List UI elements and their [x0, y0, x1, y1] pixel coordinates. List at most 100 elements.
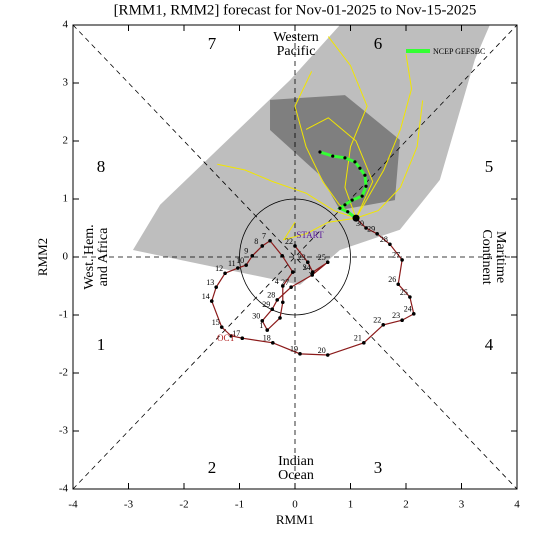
day-label: 23 [298, 253, 306, 262]
day-label: 4 [275, 277, 279, 286]
mean-point [318, 150, 322, 154]
observed-point [310, 270, 315, 274]
day-label: 30 [356, 219, 364, 228]
phase-label: 6 [374, 34, 383, 53]
day-label: 27 [392, 251, 400, 260]
x-tick-label: -4 [68, 499, 78, 511]
day-label: 27 [281, 278, 289, 287]
start-dot [352, 214, 360, 222]
x-tick-label: -1 [235, 499, 244, 511]
observed-line [211, 217, 415, 356]
observed-point [362, 341, 366, 345]
ensemble-member [217, 163, 357, 219]
observed-point [240, 336, 245, 341]
day-label: 19 [290, 345, 298, 354]
observed-point [293, 244, 297, 248]
observed-point [298, 352, 302, 356]
phase-label: 2 [208, 458, 217, 477]
x-tick-label: 1 [348, 499, 354, 511]
phase-label: 3 [374, 458, 383, 477]
day-label: 7 [262, 232, 266, 241]
ensemble-member [282, 217, 357, 241]
day-label: 29 [367, 225, 375, 234]
region-label: West. Hem. [82, 224, 97, 289]
observed-point [229, 334, 233, 338]
day-label: 22 [285, 237, 293, 246]
ensemble-member [305, 117, 374, 219]
observed-point [270, 307, 275, 312]
observed-point [236, 266, 240, 270]
day-label: 25 [318, 253, 326, 262]
observed-point [275, 298, 280, 302]
unit-circle [239, 198, 351, 316]
mean-point [358, 166, 362, 170]
mean-point [364, 184, 368, 188]
day-label: 15 [212, 318, 220, 327]
observed-point [280, 254, 285, 258]
observed-point [305, 260, 310, 265]
observed-point [310, 273, 315, 277]
observed-point [260, 319, 265, 323]
legend-label: NCEP GEFSBC [433, 47, 485, 56]
observed-point [219, 325, 224, 329]
day-label: 25 [400, 288, 408, 297]
observed-point [265, 328, 270, 332]
observed-point [375, 232, 379, 236]
y-tick-label: 0 [63, 251, 69, 263]
region-label: Indian [278, 454, 314, 469]
diagonal [72, 24, 518, 490]
observed-point [408, 295, 412, 299]
y-tick-label: -4 [59, 483, 69, 495]
y-tick-label: 1 [63, 193, 69, 205]
region-label: Western [273, 30, 319, 45]
day-label: 21 [354, 334, 362, 343]
day-label: 18 [263, 334, 271, 343]
day-label: 30 [252, 312, 260, 321]
y-tick-label: -2 [59, 367, 68, 379]
day-label: 20 [318, 346, 326, 355]
observed-point [278, 316, 282, 320]
x-tick-label: -3 [124, 499, 134, 511]
mean-point [360, 194, 364, 198]
region-label: Maritime [493, 231, 508, 283]
day-label: 8 [254, 237, 258, 246]
observed-point [290, 270, 295, 274]
mean-point [346, 210, 350, 214]
mean-point [338, 206, 342, 210]
day-label: 28 [267, 291, 275, 300]
day-label: 22 [373, 316, 381, 325]
observed-point [244, 263, 248, 267]
day-label: 1 [259, 321, 263, 330]
observed-point [280, 300, 285, 305]
region-label: Continent [479, 229, 494, 284]
mean-point [343, 203, 347, 207]
observed-point [381, 323, 386, 327]
day-label: 11 [228, 259, 236, 268]
y-axis-label: RMM2 [35, 238, 50, 276]
day-label: 12 [215, 264, 223, 273]
observed-point [280, 284, 285, 288]
observed-point [260, 244, 265, 248]
observed-point [250, 254, 255, 258]
observed-point [289, 285, 293, 289]
observed-point [271, 341, 275, 345]
y-tick-label: 2 [63, 135, 69, 147]
day-label: 24 [404, 305, 412, 314]
x-tick-label: 4 [514, 499, 520, 511]
day-label: 9 [244, 247, 248, 256]
observed-point [223, 271, 227, 276]
mean-point [353, 160, 357, 164]
phase-label: 5 [485, 157, 494, 176]
phase-label: 7 [208, 34, 217, 53]
diagonal [72, 24, 518, 490]
observed-point [364, 226, 368, 230]
day-label: 26 [388, 275, 396, 284]
region-label: Pacific [277, 44, 316, 59]
day-label: 10 [236, 256, 244, 265]
day-label: 17 [232, 329, 240, 338]
mean-point [363, 173, 367, 177]
month-label: OCT [217, 333, 236, 343]
day-label: 28 [380, 235, 388, 244]
chart-title: [RMM1, RMM2] forecast for Nov-01-2025 to… [114, 2, 477, 18]
